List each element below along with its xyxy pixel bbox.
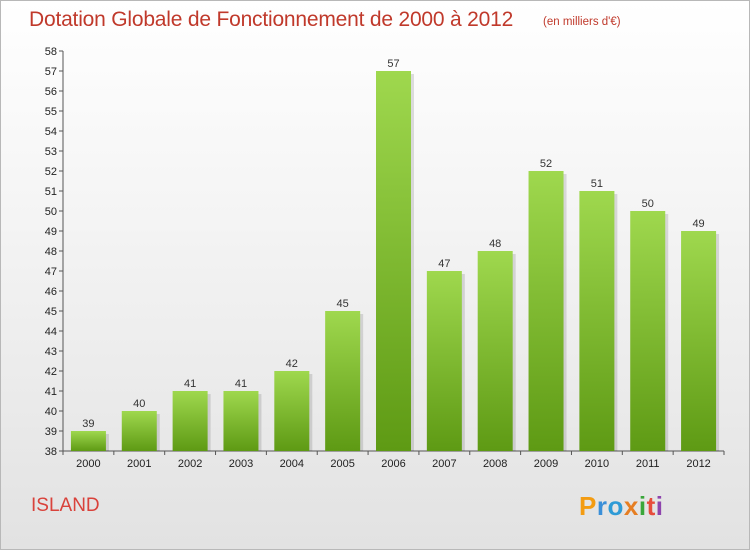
bar-2009 xyxy=(528,171,564,451)
x-tick-label: 2000 xyxy=(76,458,100,470)
chart-subtitle: (en milliers d'€) xyxy=(543,16,621,28)
y-tick-label: 50 xyxy=(45,206,57,218)
x-tick-label: 2012 xyxy=(686,458,710,470)
x-tick-label: 2002 xyxy=(178,458,202,470)
logo-letter: o xyxy=(607,491,624,521)
bar-2012 xyxy=(681,231,717,451)
value-label: 42 xyxy=(286,358,298,370)
bar-2002 xyxy=(172,391,208,451)
value-label: 51 xyxy=(591,178,603,190)
value-label: 40 xyxy=(133,398,145,410)
y-tick-label: 41 xyxy=(45,386,57,398)
y-tick-label: 45 xyxy=(45,306,57,318)
logo-letter: t xyxy=(646,491,656,521)
bar-2007 xyxy=(426,271,462,451)
value-label: 57 xyxy=(387,58,399,70)
logo-letter: i xyxy=(655,491,664,521)
value-label: 50 xyxy=(642,198,654,210)
bar-2004 xyxy=(274,371,310,451)
y-tick-label: 54 xyxy=(45,126,57,138)
value-label: 49 xyxy=(692,218,704,230)
x-tick-label: 2005 xyxy=(330,458,354,470)
x-tick-label: 2006 xyxy=(381,458,405,470)
y-tick-label: 58 xyxy=(45,46,57,58)
commune-name: ISLAND xyxy=(31,495,100,516)
bar-2003 xyxy=(223,391,259,451)
bar-2010 xyxy=(579,191,615,451)
y-tick-label: 55 xyxy=(45,106,57,118)
y-tick-label: 46 xyxy=(45,286,57,298)
logo-letter: P xyxy=(579,491,597,521)
y-tick-label: 51 xyxy=(45,186,57,198)
x-tick-label: 2009 xyxy=(534,458,558,470)
y-tick-label: 43 xyxy=(45,346,57,358)
y-tick-label: 57 xyxy=(45,66,57,78)
y-tick-label: 40 xyxy=(45,406,57,418)
x-tick-label: 2003 xyxy=(229,458,253,470)
value-label: 45 xyxy=(337,298,349,310)
y-tick-label: 48 xyxy=(45,246,57,258)
value-label: 41 xyxy=(184,378,196,390)
value-label: 52 xyxy=(540,158,552,170)
x-tick-label: 2001 xyxy=(127,458,151,470)
y-tick-label: 44 xyxy=(45,326,57,338)
bar-2011 xyxy=(630,211,666,451)
y-tick-label: 53 xyxy=(45,146,57,158)
bar-2005 xyxy=(325,311,361,451)
x-tick-label: 2004 xyxy=(280,458,304,470)
y-tick-label: 49 xyxy=(45,226,57,238)
bar-2000 xyxy=(70,431,106,451)
bar-2006 xyxy=(376,71,411,451)
y-tick-label: 47 xyxy=(45,266,57,278)
value-label: 41 xyxy=(235,378,247,390)
bar-2008 xyxy=(477,251,513,451)
bar-2001 xyxy=(121,411,157,451)
value-label: 47 xyxy=(438,258,450,270)
x-tick-label: 2008 xyxy=(483,458,507,470)
proxiti-logo: Proxiti xyxy=(579,491,663,522)
y-tick-label: 39 xyxy=(45,426,57,438)
value-label: 39 xyxy=(82,418,94,430)
chart-title: Dotation Globale de Fonctionnement de 20… xyxy=(29,8,514,31)
logo-letter: x xyxy=(623,491,639,521)
y-tick-label: 52 xyxy=(45,166,57,178)
y-tick-label: 56 xyxy=(45,86,57,98)
y-tick-label: 42 xyxy=(45,366,57,378)
y-tick-label: 38 xyxy=(45,446,57,458)
logo-letter: r xyxy=(596,491,608,521)
logo-letter: i xyxy=(638,491,647,521)
x-tick-label: 2010 xyxy=(585,458,609,470)
x-tick-label: 2011 xyxy=(636,458,660,470)
value-label: 48 xyxy=(489,238,501,250)
x-tick-label: 2007 xyxy=(432,458,456,470)
